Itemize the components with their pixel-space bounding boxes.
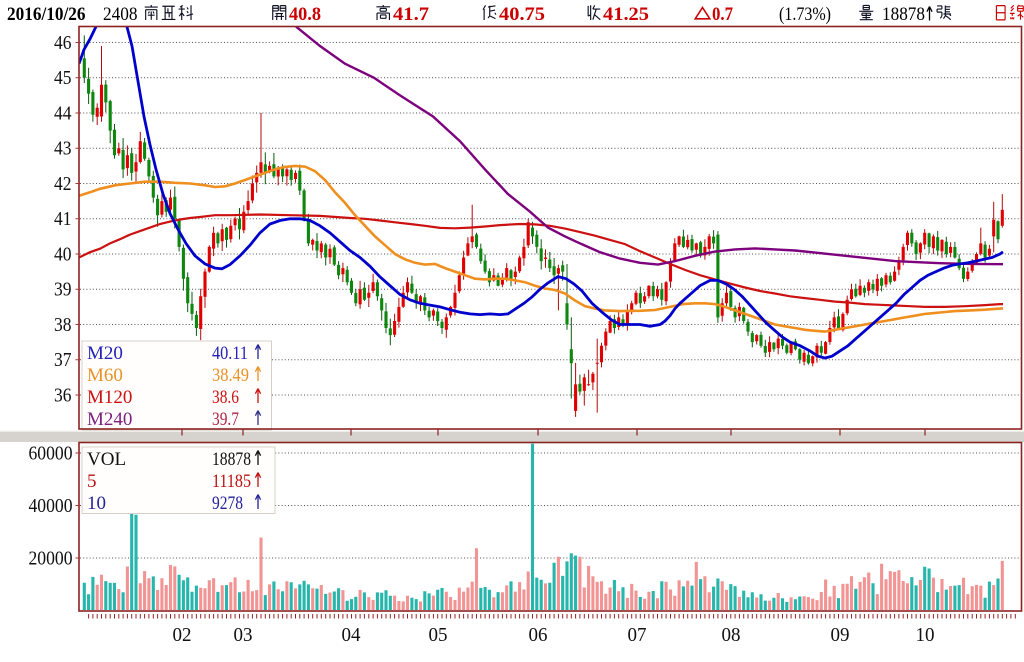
svg-text:2408: 2408 <box>103 4 138 25</box>
svg-text:M120: M120 <box>87 387 132 408</box>
svg-text:60000: 60000 <box>29 442 73 464</box>
svg-text:08: 08 <box>722 624 741 646</box>
svg-text:(1.73%): (1.73%) <box>779 4 831 25</box>
svg-text:03: 03 <box>234 624 253 646</box>
svg-text:0.7: 0.7 <box>712 4 733 25</box>
svg-text:41: 41 <box>54 208 72 230</box>
svg-text:04: 04 <box>342 624 361 646</box>
svg-text:44: 44 <box>54 102 72 124</box>
svg-text:39: 39 <box>54 279 72 301</box>
svg-text:10: 10 <box>916 624 935 646</box>
svg-text:10: 10 <box>87 493 106 514</box>
svg-text:20000: 20000 <box>29 547 73 569</box>
svg-text:38: 38 <box>54 314 72 336</box>
svg-text:37: 37 <box>54 349 72 371</box>
svg-text:05: 05 <box>429 624 448 646</box>
svg-text:39.7: 39.7 <box>212 409 239 430</box>
svg-text:06: 06 <box>529 624 548 646</box>
svg-text:46: 46 <box>54 32 72 54</box>
svg-text:42: 42 <box>54 173 72 195</box>
svg-text:38.6: 38.6 <box>212 387 239 408</box>
svg-text:VOL: VOL <box>87 449 126 470</box>
svg-text:40.75: 40.75 <box>499 4 545 25</box>
svg-text:M20: M20 <box>87 343 123 364</box>
svg-text:40000: 40000 <box>29 495 73 517</box>
svg-text:18878: 18878 <box>882 4 925 25</box>
svg-text:40.11: 40.11 <box>212 343 248 364</box>
svg-text:M60: M60 <box>87 365 123 386</box>
svg-text:5: 5 <box>87 471 97 492</box>
svg-text:40: 40 <box>54 243 72 265</box>
svg-text:09: 09 <box>831 624 850 646</box>
svg-text:9278: 9278 <box>212 493 243 514</box>
svg-text:38.49: 38.49 <box>212 365 249 386</box>
svg-text:41.25: 41.25 <box>603 4 649 25</box>
svg-text:2016/10/26: 2016/10/26 <box>7 4 86 25</box>
svg-text:M240: M240 <box>87 409 132 430</box>
svg-text:07: 07 <box>628 624 647 646</box>
svg-text:40.8: 40.8 <box>289 4 321 25</box>
svg-text:43: 43 <box>54 138 72 160</box>
svg-text:41.7: 41.7 <box>393 4 430 25</box>
svg-text:45: 45 <box>54 67 72 89</box>
svg-text:11185: 11185 <box>212 471 251 492</box>
svg-text:36: 36 <box>54 384 72 406</box>
svg-text:02: 02 <box>173 624 192 646</box>
svg-text:18878: 18878 <box>212 449 251 470</box>
